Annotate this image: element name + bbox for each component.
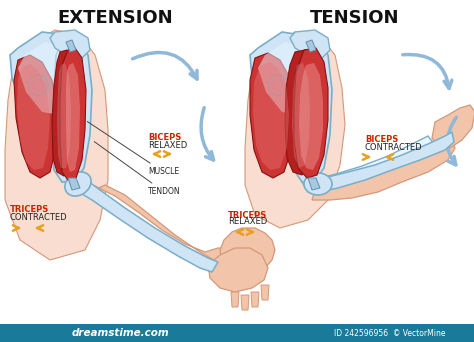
Text: RELAXED: RELAXED [148, 142, 187, 150]
Text: CONTRACTED: CONTRACTED [10, 213, 68, 223]
Polygon shape [220, 228, 275, 275]
Polygon shape [310, 132, 454, 192]
Polygon shape [306, 40, 316, 52]
Polygon shape [52, 50, 75, 176]
Text: dreamstime.com: dreamstime.com [71, 328, 169, 338]
Text: MUSCLE: MUSCLE [87, 121, 179, 176]
Polygon shape [17, 64, 50, 170]
Polygon shape [299, 63, 323, 170]
Text: TRICEPS: TRICEPS [228, 210, 267, 220]
Text: TENDON: TENDON [94, 142, 181, 197]
Polygon shape [292, 40, 332, 182]
Polygon shape [308, 178, 320, 190]
Text: TRICEPS: TRICEPS [10, 206, 49, 214]
Polygon shape [56, 48, 87, 178]
Polygon shape [66, 40, 76, 52]
Polygon shape [208, 248, 268, 292]
Polygon shape [231, 292, 239, 307]
Polygon shape [50, 30, 90, 58]
Text: BICEPS: BICEPS [148, 133, 181, 143]
Polygon shape [57, 63, 71, 168]
Polygon shape [250, 32, 322, 128]
Polygon shape [60, 176, 205, 265]
Polygon shape [5, 30, 108, 260]
Text: TENSION: TENSION [310, 9, 400, 27]
Polygon shape [251, 292, 259, 307]
Polygon shape [245, 32, 345, 228]
Polygon shape [292, 63, 310, 168]
Ellipse shape [65, 172, 91, 196]
Polygon shape [253, 62, 289, 170]
Polygon shape [52, 40, 92, 182]
Polygon shape [60, 48, 86, 180]
Text: EXTENSION: EXTENSION [57, 9, 173, 27]
Text: BICEPS: BICEPS [365, 135, 398, 145]
Polygon shape [14, 55, 58, 178]
Polygon shape [432, 105, 474, 148]
Bar [0, 324, 474, 342]
Polygon shape [10, 32, 82, 128]
Polygon shape [75, 185, 260, 275]
Polygon shape [312, 135, 455, 200]
Polygon shape [258, 42, 314, 115]
Polygon shape [296, 48, 327, 178]
Polygon shape [68, 178, 80, 190]
Polygon shape [290, 30, 330, 58]
Polygon shape [250, 53, 294, 178]
Text: CONTRACTED: CONTRACTED [365, 144, 423, 153]
Polygon shape [72, 178, 218, 272]
Polygon shape [18, 42, 74, 115]
Text: RELAXED: RELAXED [228, 218, 267, 226]
Polygon shape [285, 50, 315, 175]
Polygon shape [294, 48, 328, 178]
Ellipse shape [304, 173, 332, 195]
Polygon shape [302, 136, 434, 192]
Polygon shape [241, 295, 249, 310]
Polygon shape [261, 285, 269, 300]
Polygon shape [66, 63, 80, 172]
Text: ID 242596956  © VectorMine: ID 242596956 © VectorMine [334, 329, 446, 338]
